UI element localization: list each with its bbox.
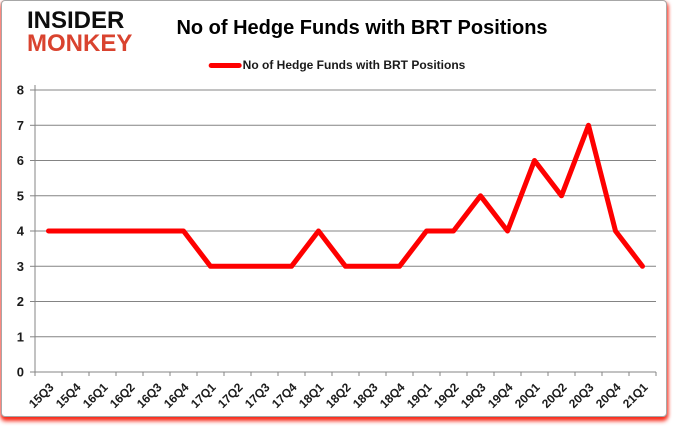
x-axis-label: 16Q2 [107,380,138,411]
x-axis-label: 15Q3 [26,380,57,411]
legend: No of Hedge Funds with BRT Positions [208,58,466,72]
x-axis-label: 21Q1 [620,380,651,411]
page-title: No of Hedge Funds with BRT Positions [176,17,548,39]
chart-card: INSIDER MONKEY No of Hedge Funds with BR… [1,0,667,417]
x-axis-label: 18Q2 [323,380,354,411]
chart-svg: 01234567815Q315Q416Q116Q216Q316Q417Q117Q… [17,83,657,411]
x-axis-label: 19Q4 [485,380,516,411]
x-axis-label: 17Q3 [242,380,273,411]
y-axis-label: 2 [17,294,24,309]
x-axis-label: 16Q4 [161,380,192,411]
x-axis-label: 19Q3 [458,380,489,411]
y-axis-label: 1 [17,329,24,344]
logo-text-insider: INSIDER [27,7,125,34]
insider-monkey-logo: INSIDER MONKEY [27,7,133,57]
legend-label: No of Hedge Funds with BRT Positions [242,58,466,72]
x-axis-label: 17Q2 [215,380,246,411]
y-axis-label: 4 [17,224,25,239]
x-axis-label: 20Q1 [512,380,543,411]
x-axis-label: 16Q3 [134,380,165,411]
x-axis-label: 16Q1 [80,380,111,411]
y-axis-label: 6 [17,153,24,168]
x-axis-label: 17Q4 [269,380,300,411]
x-axis-label: 17Q1 [188,380,219,411]
series-line [46,122,645,269]
x-axis-label: 20Q3 [566,380,597,411]
x-axis-label: 18Q3 [350,380,381,411]
y-axis-label: 5 [17,188,24,203]
y-axis-label: 3 [17,259,24,274]
x-axis-label: 19Q2 [431,380,462,411]
x-axis-label: 20Q4 [593,380,624,411]
y-axis-label: 0 [17,365,24,380]
logo-text-monkey: MONKEY [27,30,133,57]
x-axis-label: 19Q1 [404,380,435,411]
x-axis-label: 18Q1 [296,380,327,411]
x-axis-label: 20Q2 [539,380,570,411]
y-axis-label: 7 [17,118,24,133]
x-axis-label: 15Q4 [53,380,84,411]
legend-line-swatch [208,62,242,68]
y-axis-label: 8 [17,83,24,98]
x-axis-label: 18Q4 [377,380,408,411]
